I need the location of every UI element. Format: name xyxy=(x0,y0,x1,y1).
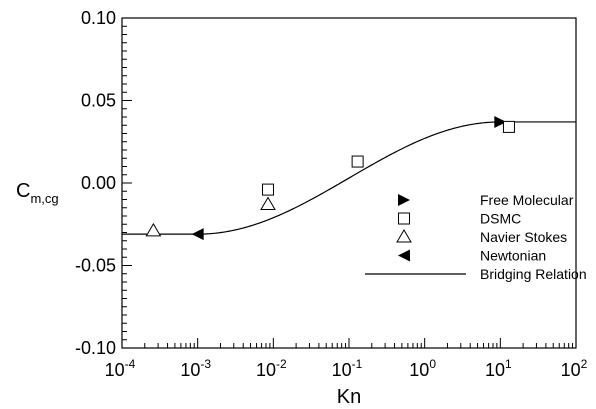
y-tick-label: -0.10 xyxy=(75,338,116,358)
x-tick-base: 10 xyxy=(409,360,429,380)
x-tick-exponent: 0 xyxy=(429,357,436,371)
x-tick-exponent: 1 xyxy=(505,357,512,371)
legend-label-newtonian: Newtonian xyxy=(480,248,546,264)
dsmc-point xyxy=(502,120,515,133)
legend-label-navier-stokes: Navier Stokes xyxy=(480,229,567,245)
data-markers xyxy=(145,115,515,241)
legend-swatch-dsmc xyxy=(398,212,410,225)
y-tick-label: 0.05 xyxy=(81,91,116,111)
x-axis-label: Kn xyxy=(337,386,361,408)
x-tick-base: 10 xyxy=(180,360,200,380)
y-axis-label-main: C xyxy=(16,180,30,202)
legend-swatch-newtonian xyxy=(398,249,410,262)
x-tick-exponent: -4 xyxy=(125,357,136,371)
x-tick-base: 10 xyxy=(561,360,581,380)
x-tick-exponent: -3 xyxy=(200,357,211,371)
legend-label-dsmc: DSMC xyxy=(480,211,521,227)
x-tick-label: 10-4 xyxy=(105,357,136,380)
x-tick-exponent: -1 xyxy=(352,357,363,371)
x-tick-label: 100 xyxy=(409,357,436,380)
free-molecular-point xyxy=(494,115,507,128)
x-tick-label: 10-2 xyxy=(256,357,287,380)
plot-border xyxy=(121,17,577,349)
y-tick-label: 0.00 xyxy=(81,173,116,193)
dsmc-point xyxy=(261,183,274,196)
y-tick-label: 0.10 xyxy=(81,8,116,28)
legend-swatch-free-molecular xyxy=(398,194,410,206)
x-tick-label: 10-3 xyxy=(180,357,211,380)
legend-label-bridging-relation: Bridging Relation xyxy=(480,266,587,282)
plot-frame xyxy=(121,17,577,349)
x-tick-label: 10-1 xyxy=(332,357,363,380)
dsmc-point xyxy=(351,155,364,168)
x-tick-base: 10 xyxy=(332,360,352,380)
y-tick-label: -0.05 xyxy=(75,256,116,276)
x-tick-exponent: -2 xyxy=(276,357,287,371)
navier-stokes-point xyxy=(145,222,162,237)
x-tick-label: 101 xyxy=(485,357,512,380)
x-tick-base: 10 xyxy=(485,360,505,380)
legend-label-free-molecular: Free Molecular xyxy=(480,192,574,208)
y-axis-label: Cm,cg xyxy=(16,180,59,206)
newtonian-point xyxy=(191,228,204,241)
x-tick-exponent: 2 xyxy=(581,357,588,371)
x-tick-base: 10 xyxy=(256,360,276,380)
x-tick-label: 102 xyxy=(561,357,588,380)
x-tick-base: 10 xyxy=(105,360,125,380)
legend-swatch-navier-stokes xyxy=(396,229,412,243)
y-axis: 0.10 0.05 0.00 -0.05 -0.10 xyxy=(75,8,132,358)
x-axis: 10-4 10-3 10-2 10-1 100 101 102 xyxy=(105,338,588,380)
navier-stokes-point xyxy=(260,196,276,210)
y-axis-label-sub: m,cg xyxy=(30,191,58,206)
legend: Free Molecular DSMC Navier Stokes Newtonian… xyxy=(365,192,587,282)
